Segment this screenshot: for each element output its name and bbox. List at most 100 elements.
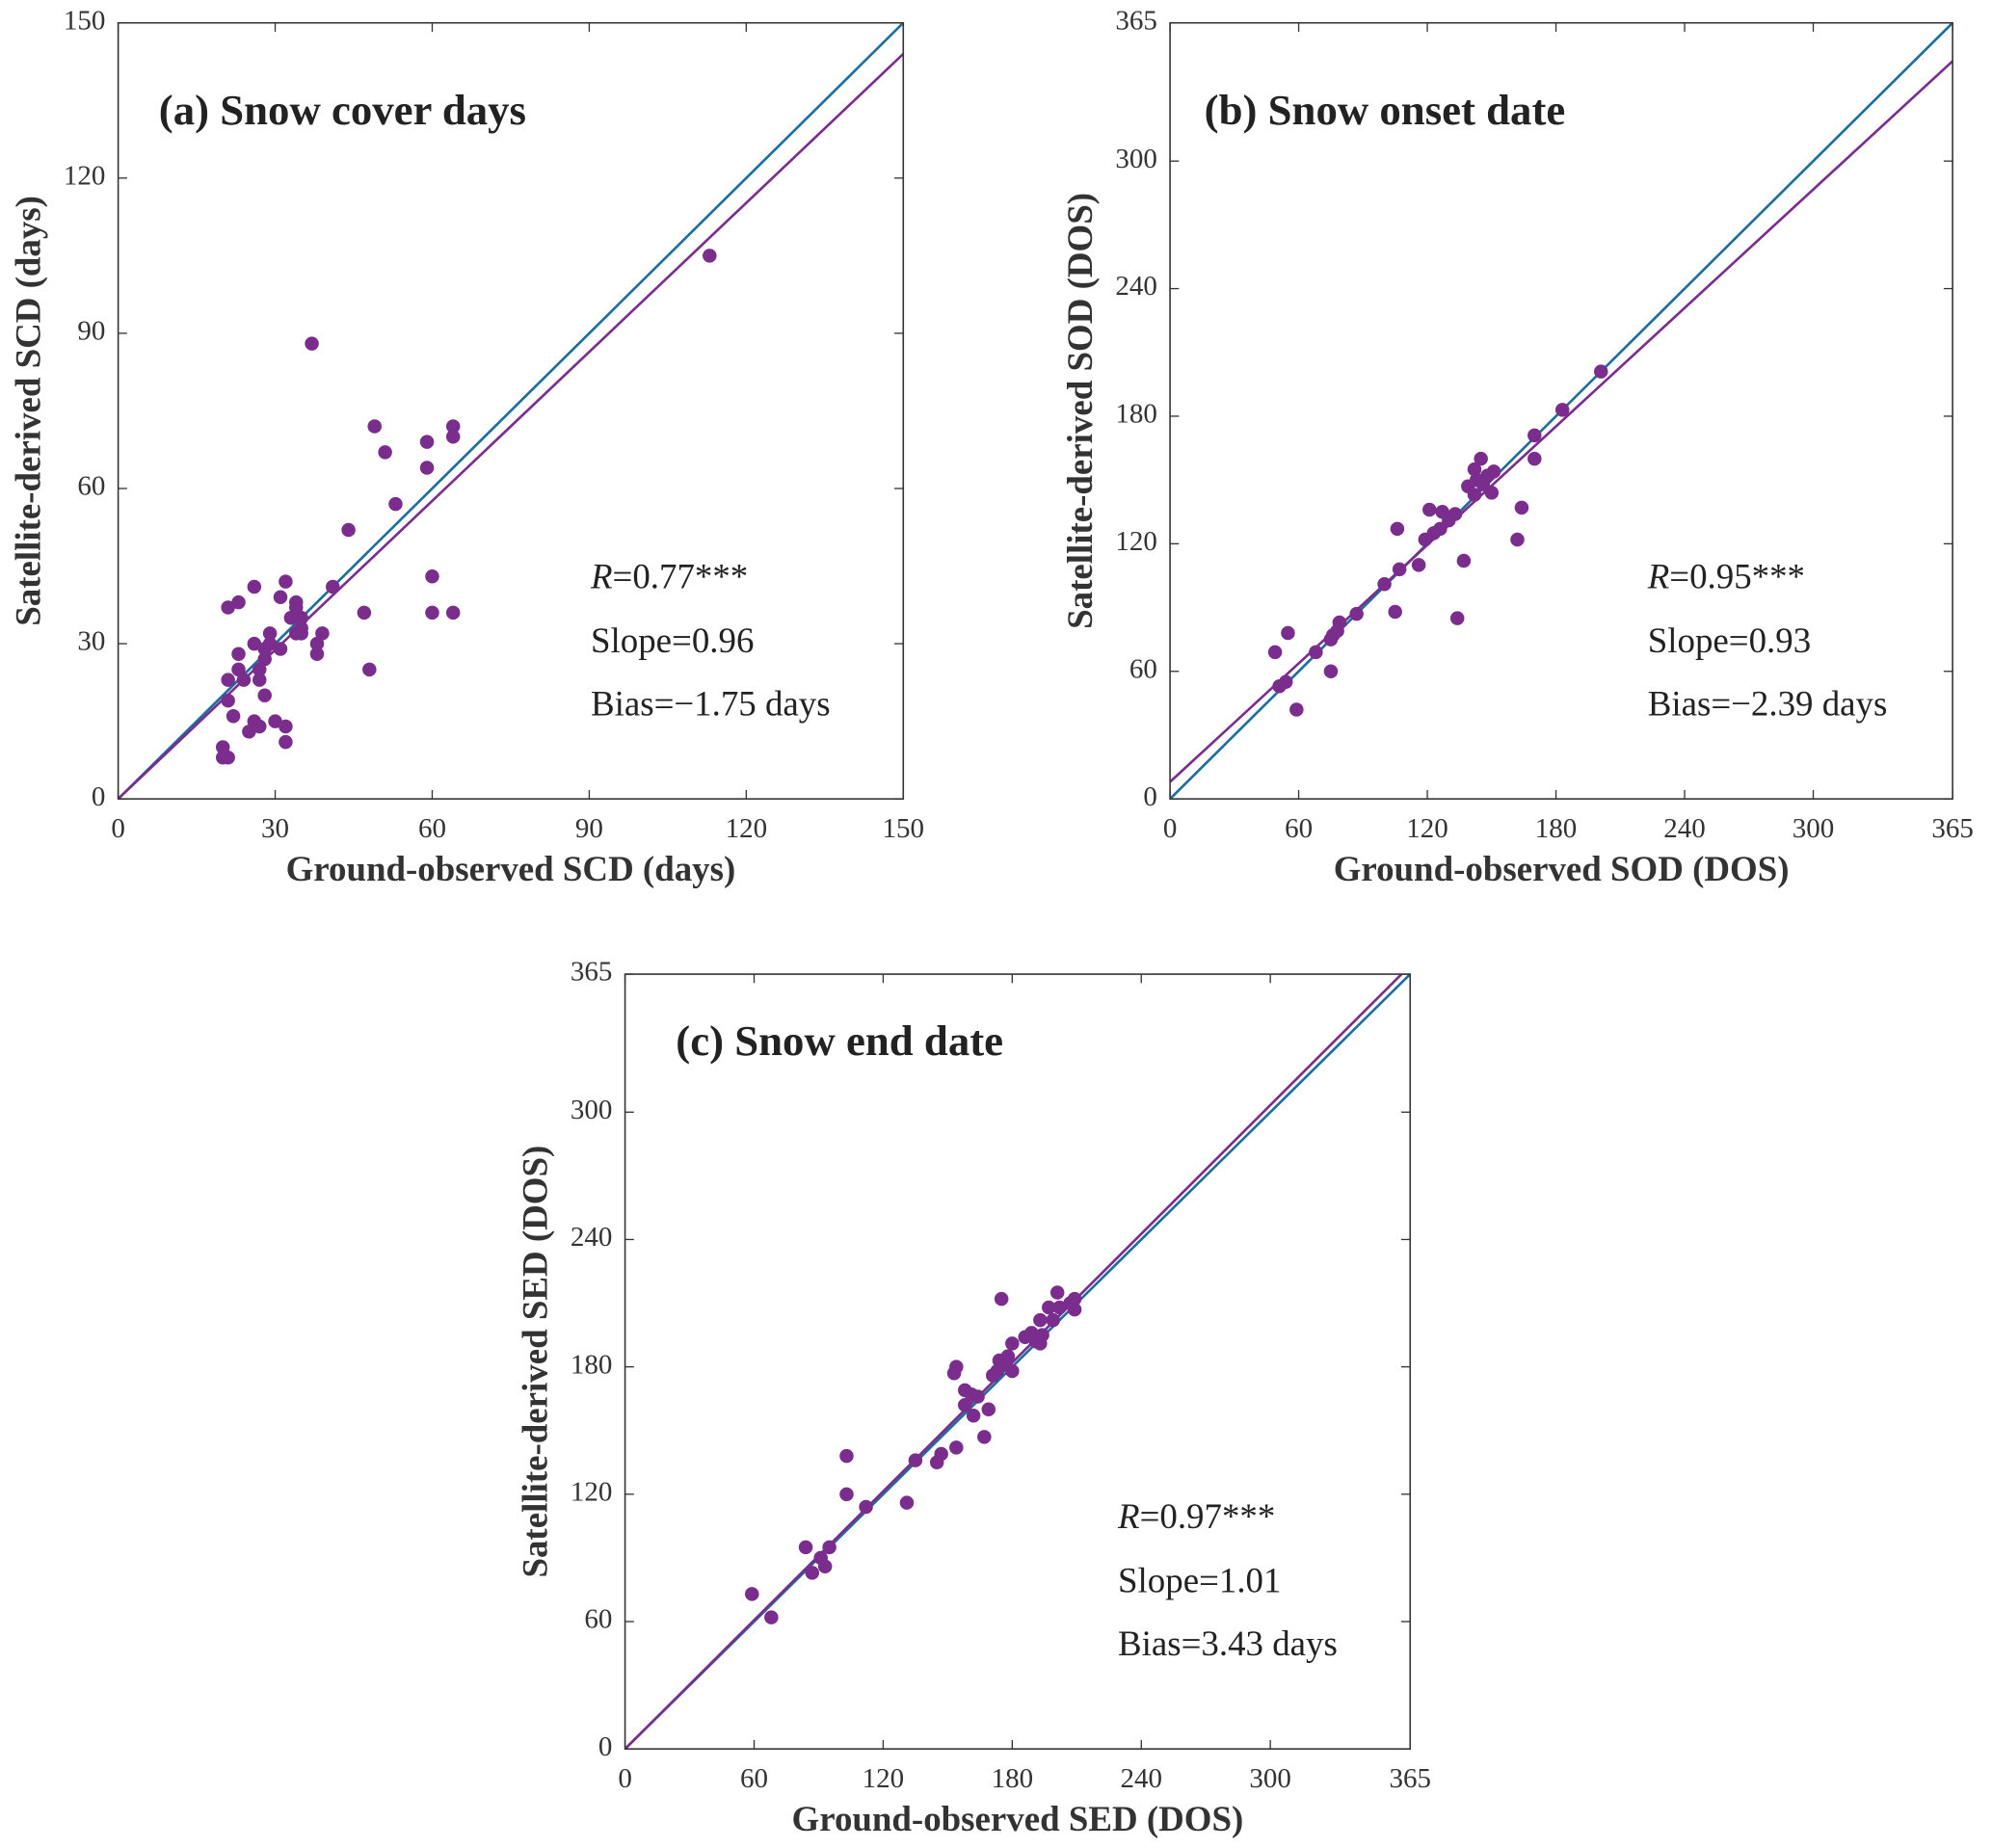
point xyxy=(1486,464,1501,479)
x-tick-label: 0 xyxy=(111,813,125,844)
x-tick-label: 365 xyxy=(1389,1763,1431,1794)
point xyxy=(957,1398,972,1412)
point xyxy=(273,642,288,656)
point xyxy=(1388,604,1402,620)
point xyxy=(262,626,278,641)
point xyxy=(805,1566,820,1580)
point xyxy=(1325,627,1341,643)
point xyxy=(362,662,377,677)
r-stat: R=0.95*** xyxy=(1647,557,1805,596)
x-tick-label: 120 xyxy=(1406,813,1448,844)
y-tick-label: 120 xyxy=(64,160,106,191)
slope-stat: Slope=0.96 xyxy=(591,620,754,660)
point xyxy=(745,1587,759,1601)
x-tick-label: 180 xyxy=(992,1763,1034,1794)
point xyxy=(1046,1312,1060,1328)
y-tick-label: 120 xyxy=(571,1476,613,1507)
x-tick-label: 60 xyxy=(418,813,446,844)
point xyxy=(703,249,717,263)
r-symbol: R xyxy=(590,557,613,596)
point xyxy=(1049,1285,1065,1300)
x-tick-label: 0 xyxy=(618,1763,632,1794)
panel-title: (b) Snow onset date xyxy=(1205,86,1566,134)
point xyxy=(309,636,325,651)
y-tick-label: 0 xyxy=(598,1731,613,1762)
point xyxy=(1456,553,1472,568)
point xyxy=(1067,1291,1082,1307)
point xyxy=(425,569,439,584)
y-tick-label: 180 xyxy=(571,1349,613,1380)
point xyxy=(315,626,330,641)
point xyxy=(1309,645,1323,660)
panel: 0 60 120 180 240 300 365 0 60 120 180 240 300 365 (b) … xyxy=(1060,5,1974,889)
panel: 0 30 60 90 120 150 0 30 60 90 120 150 (a) Snow cover… xyxy=(8,5,924,889)
point xyxy=(1278,674,1293,690)
point xyxy=(257,688,272,703)
y-tick-label: 180 xyxy=(1115,399,1157,430)
point xyxy=(231,647,246,662)
slope-stat: Slope=1.01 xyxy=(1118,1560,1281,1599)
x-tick-label: 240 xyxy=(1120,1763,1162,1794)
point xyxy=(839,1448,854,1464)
point xyxy=(839,1487,854,1502)
point xyxy=(283,610,299,625)
point xyxy=(934,1446,948,1462)
x-tick-label: 90 xyxy=(575,813,603,844)
point xyxy=(1467,462,1482,477)
point xyxy=(445,419,461,434)
y-tick-label: 240 xyxy=(1115,271,1157,302)
x-tick-label: 60 xyxy=(740,1763,768,1794)
point xyxy=(1422,502,1437,517)
r-value: =0.97*** xyxy=(1140,1496,1276,1536)
point xyxy=(1594,364,1608,379)
point xyxy=(419,435,435,449)
point xyxy=(1449,611,1465,625)
point xyxy=(1033,1336,1048,1351)
point xyxy=(257,642,272,656)
point xyxy=(1475,477,1491,491)
y-tick-label: 30 xyxy=(77,626,105,657)
point xyxy=(289,600,304,615)
x-tick-label: 60 xyxy=(1285,813,1313,844)
point xyxy=(247,636,262,651)
point xyxy=(221,600,235,615)
axes-box xyxy=(117,21,905,800)
point xyxy=(817,1559,833,1573)
point xyxy=(425,605,439,620)
point xyxy=(279,574,293,589)
y-axis-label: Satellite-derived SOD (DOS) xyxy=(1060,193,1101,629)
point xyxy=(1000,1349,1016,1363)
reference-line xyxy=(118,52,904,800)
point xyxy=(1281,625,1295,641)
point xyxy=(367,419,382,434)
point xyxy=(231,594,246,610)
point xyxy=(273,590,288,604)
x-tick-label: 0 xyxy=(1163,813,1178,844)
point xyxy=(1527,428,1542,443)
point xyxy=(294,610,308,625)
point xyxy=(966,1409,981,1423)
axes-box xyxy=(1169,21,1953,800)
x-tick-label: 120 xyxy=(726,813,768,844)
reference-line xyxy=(1170,60,1953,783)
point xyxy=(1510,532,1525,547)
point xyxy=(1392,562,1407,577)
point xyxy=(388,496,403,512)
x-tick-label: 240 xyxy=(1663,813,1706,844)
point xyxy=(970,1389,985,1404)
panel-title: (a) Snow cover days xyxy=(159,86,526,134)
point xyxy=(221,750,235,765)
panel: 0 60 120 180 240 300 365 0 60 120 180 240 300 365 (c) … xyxy=(515,957,1431,1839)
point xyxy=(279,734,293,750)
y-tick-label: 0 xyxy=(1143,781,1157,812)
point xyxy=(247,579,262,594)
r-symbol: R xyxy=(1647,557,1670,596)
point xyxy=(1514,500,1529,515)
point xyxy=(1267,645,1283,660)
r-value: =0.77*** xyxy=(613,557,749,596)
point xyxy=(859,1499,873,1515)
point xyxy=(252,662,267,677)
point xyxy=(268,714,282,728)
x-tick-label: 120 xyxy=(863,1763,905,1794)
